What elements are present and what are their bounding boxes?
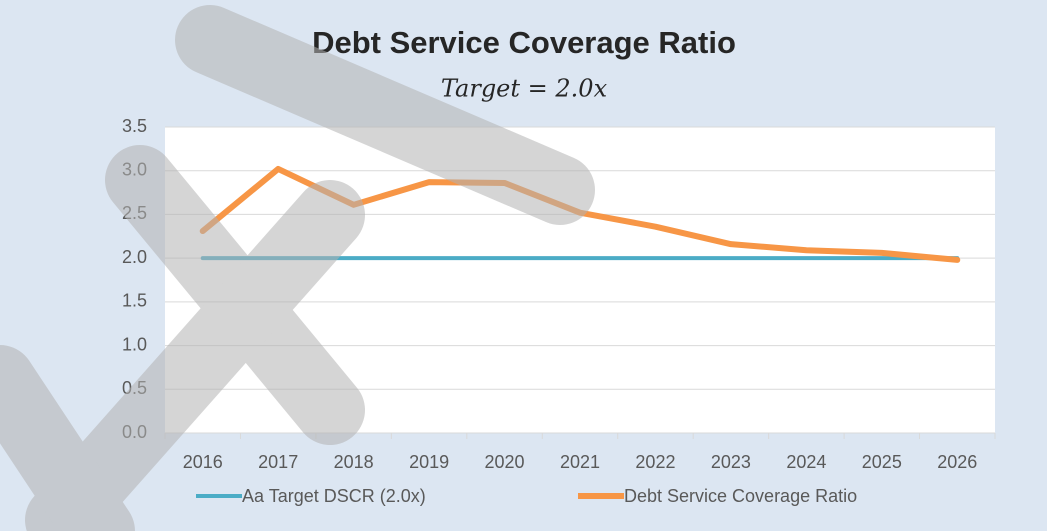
x-tick-label: 2026 — [937, 452, 977, 472]
x-tick-label: 2016 — [183, 452, 223, 472]
x-tick-label: 2022 — [635, 452, 675, 472]
y-tick-label: 1.5 — [122, 291, 147, 311]
x-tick-label: 2024 — [786, 452, 826, 472]
watermark-stroke — [0, 345, 135, 531]
x-tick-label: 2020 — [485, 452, 525, 472]
x-tick-label: 2018 — [334, 452, 374, 472]
y-tick-label: 2.0 — [122, 247, 147, 267]
legend-label: Debt Service Coverage Ratio — [624, 486, 857, 506]
x-tick-label: 2023 — [711, 452, 751, 472]
x-tick-label: 2017 — [258, 452, 298, 472]
x-tick-label: 2019 — [409, 452, 449, 472]
watermark-stroke — [175, 5, 595, 225]
chart-title: Debt Service Coverage Ratio — [312, 25, 736, 60]
x-tick-label: 2021 — [560, 452, 600, 472]
chart-subtitle: Target = 2.0x — [441, 75, 608, 103]
legend-label: Aa Target DSCR (2.0x) — [242, 486, 426, 506]
y-tick-label: 1.0 — [122, 334, 147, 354]
watermark-stroke — [25, 180, 365, 531]
watermark — [0, 5, 595, 531]
y-tick-label: 3.5 — [122, 116, 147, 136]
x-tick-label: 2025 — [862, 452, 902, 472]
